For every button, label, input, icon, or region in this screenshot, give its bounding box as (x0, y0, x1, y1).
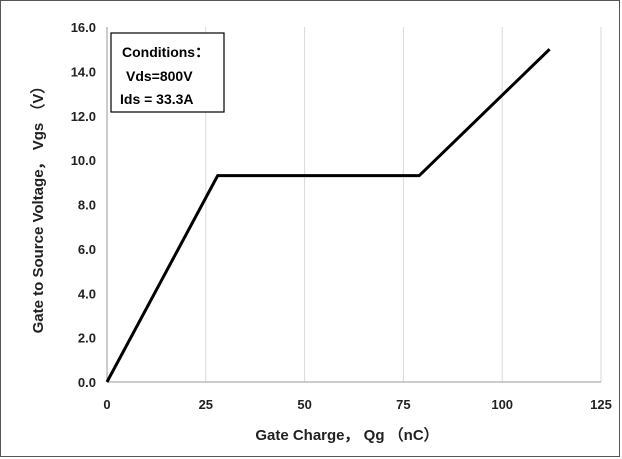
axes (106, 27, 601, 383)
data-series (105, 48, 551, 383)
series-line-0 (105, 48, 551, 383)
y-tick-label: 0.0 (78, 375, 96, 390)
y-tick-label: 12.0 (71, 109, 96, 124)
x-axis-label: Gate Charge， Qg （nC） (255, 426, 438, 444)
y-tick-label: 16.0 (71, 20, 96, 35)
x-tick-label: 25 (199, 397, 213, 412)
x-tick-label: 125 (590, 397, 612, 412)
y-axis-label: Gate to Source Voltage， Vgs （V） (29, 79, 47, 334)
conditions-ids: Ids = 33.3A (120, 91, 194, 107)
x-tick-label: 75 (396, 397, 410, 412)
y-tick-label: 8.0 (78, 198, 96, 213)
y-tick-label: 4.0 (78, 286, 96, 301)
conditions-title: Conditions： (122, 44, 209, 60)
y-tick-label: 14.0 (71, 64, 96, 79)
y-tick-label: 10.0 (71, 153, 96, 168)
x-tick-label: 100 (491, 397, 513, 412)
grid-lines (205, 27, 602, 382)
y-tick-label: 6.0 (78, 242, 96, 257)
y-tick-label: 2.0 (78, 331, 96, 346)
x-tick-label: 0 (103, 397, 110, 412)
x-tick-label: 50 (297, 397, 311, 412)
y-axis-ticks: 0.0 2.0 4.0 6.0 8.0 10.0 12.0 14.0 16.0 (71, 20, 96, 390)
conditions-vds: Vds=800V (126, 68, 193, 84)
conditions-box: Conditions： Vds=800V Ids = 33.3A (110, 32, 225, 113)
x-axis-ticks: 0 25 50 75 100 125 (103, 397, 611, 412)
